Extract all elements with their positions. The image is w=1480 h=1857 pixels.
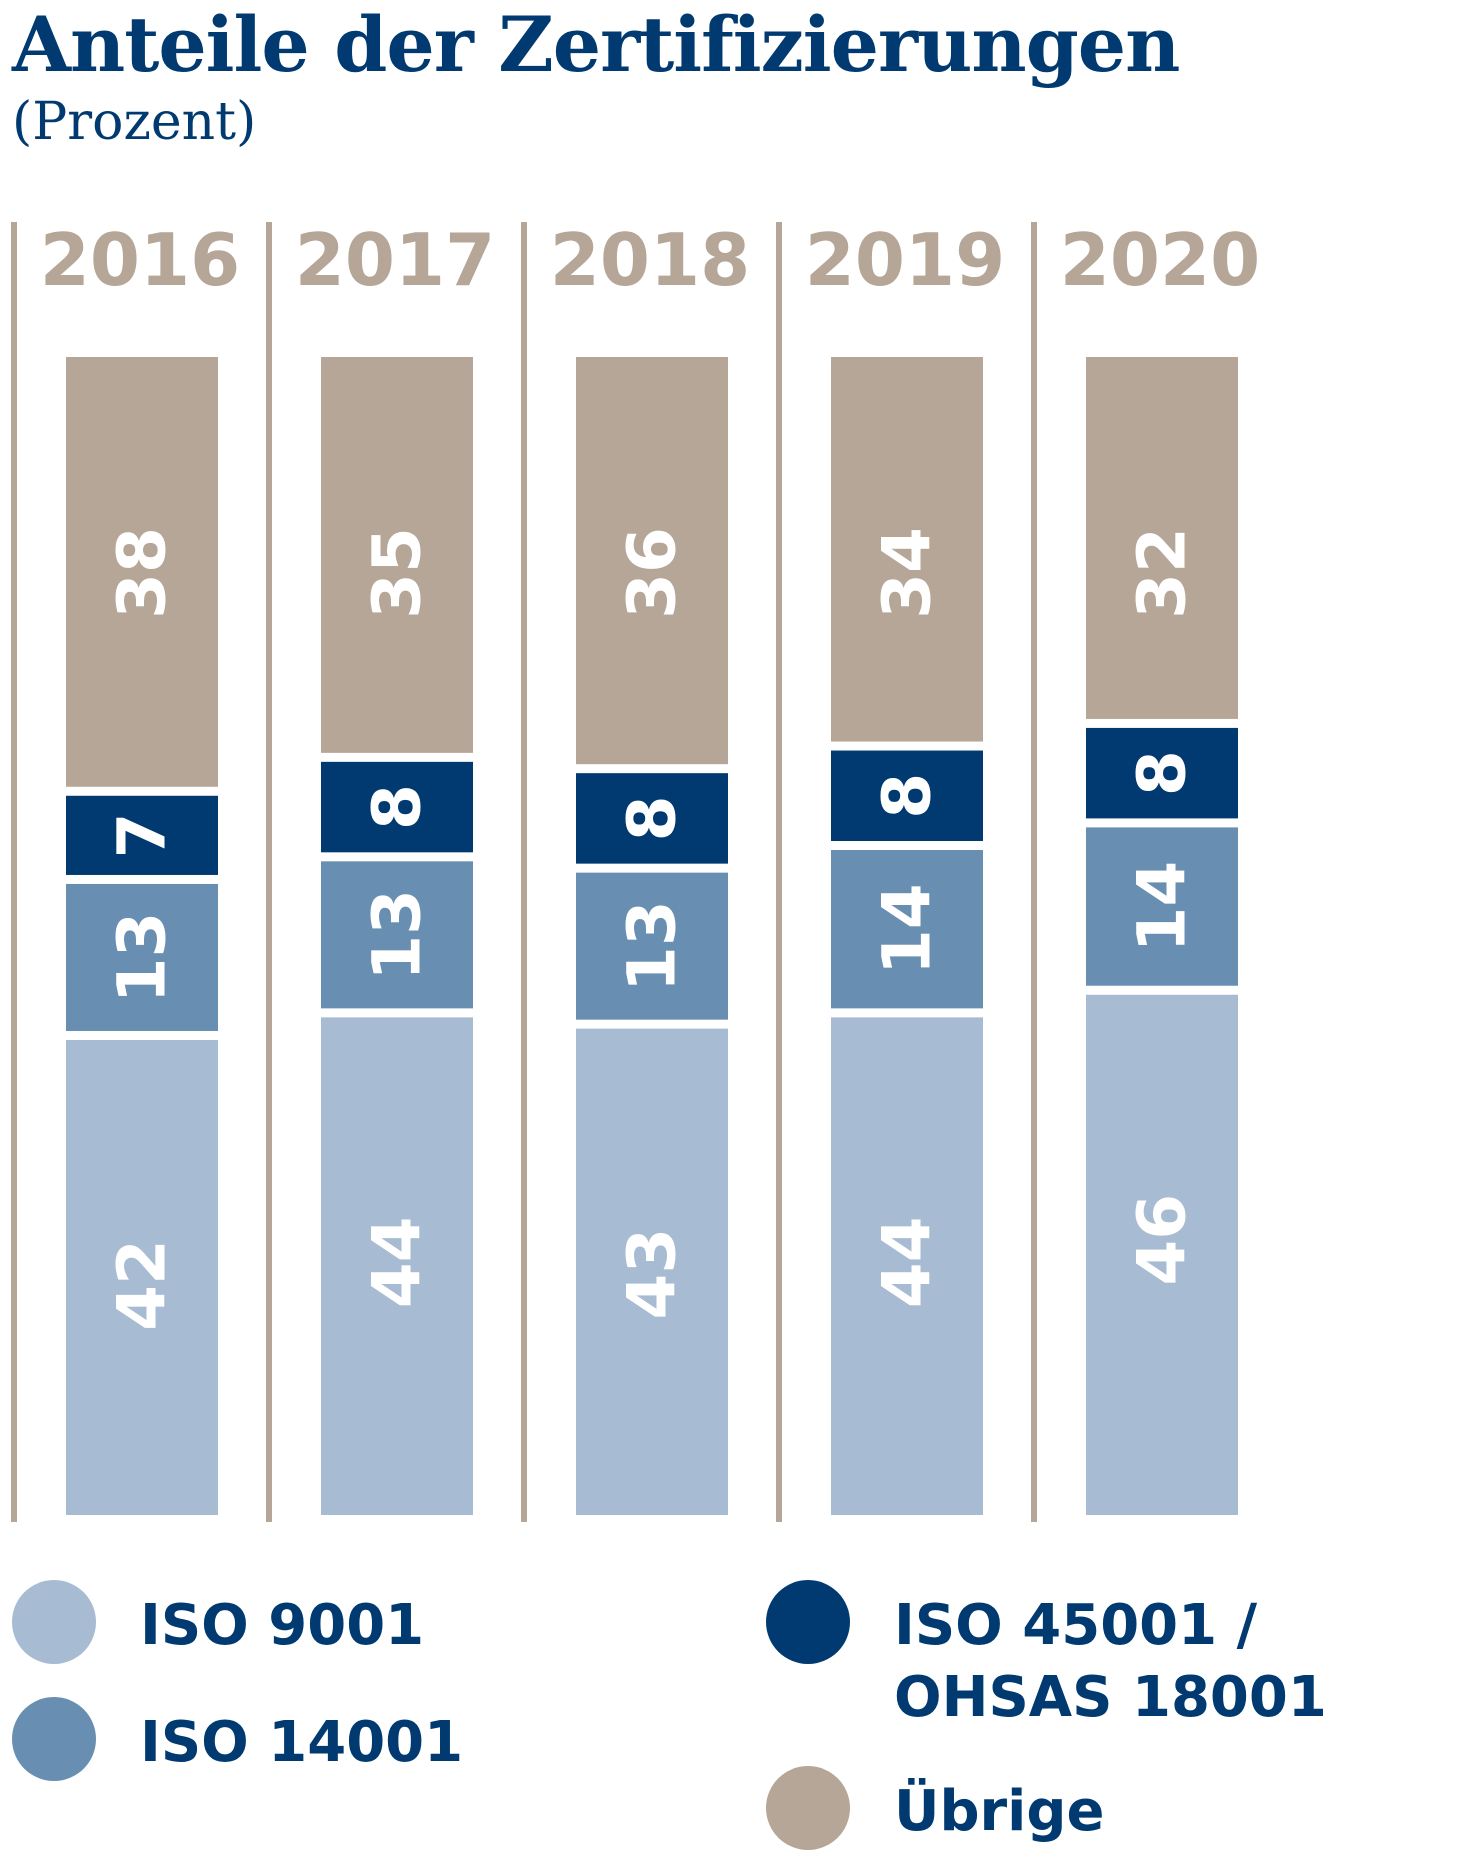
bar-segment--brige [831, 357, 983, 742]
data-label: 8 [359, 784, 436, 830]
bar-segment--brige [576, 357, 728, 765]
data-label: 44 [869, 1216, 946, 1308]
data-label: 8 [869, 773, 946, 819]
data-label: 34 [869, 527, 946, 619]
data-label: 13 [614, 900, 691, 992]
data-label: 44 [359, 1216, 436, 1308]
legend-item: ISO 14001 [12, 1697, 463, 1781]
bar-segment--brige [66, 357, 218, 787]
bar-segment-iso-14001 [66, 883, 218, 1031]
legend-item: Übrige [766, 1766, 1104, 1850]
bar-segment-iso-14001 [576, 872, 728, 1020]
bar-segment-iso-14001 [1086, 827, 1238, 986]
year-label: 2019 [805, 218, 1005, 302]
data-label: 35 [359, 527, 436, 619]
year-label: 2016 [40, 218, 240, 302]
bar-segment-iso-9001 [321, 1017, 473, 1515]
bar-segment--brige [321, 357, 473, 753]
legend-item: ISO 45001 / OHSAS 18001 [766, 1580, 1327, 1734]
legend-label: ISO 45001 / OHSAS 18001 [894, 1590, 1327, 1734]
bar-segment-iso-14001 [831, 850, 983, 1009]
legend-label-line: OHSAS 18001 [894, 1665, 1327, 1730]
bar-segment-iso-45001-ohsas-18001 [1086, 727, 1238, 819]
bar-segment-iso-9001 [831, 1017, 983, 1515]
bar-segment--brige [1086, 357, 1238, 719]
data-label: 13 [359, 889, 436, 981]
year-label: 2017 [295, 218, 495, 302]
bar-segment-iso-9001 [66, 1039, 218, 1515]
data-label: 14 [1124, 861, 1201, 953]
legend-swatch [12, 1580, 96, 1664]
data-label: 8 [614, 795, 691, 841]
bar-segment-iso-45001-ohsas-18001 [831, 750, 983, 842]
data-label: 13 [104, 912, 181, 1004]
data-label: 14 [869, 883, 946, 975]
legend-swatch [766, 1766, 850, 1850]
bar-segment-iso-9001 [576, 1028, 728, 1515]
chart-subtitle: (Prozent) [12, 92, 257, 152]
legend-label: ISO 14001 [140, 1707, 463, 1779]
legend-label: Übrige [894, 1776, 1104, 1848]
chart-title: Anteile der Zertifizierungen [12, 0, 1180, 89]
bar-segment-iso-45001-ohsas-18001 [576, 773, 728, 864]
legend-label: ISO 9001 [140, 1590, 424, 1662]
data-label: 38 [104, 527, 181, 619]
data-label: 8 [1124, 750, 1201, 796]
data-label: 32 [1124, 527, 1201, 619]
legend-swatch [766, 1580, 850, 1664]
data-label: 46 [1124, 1194, 1201, 1286]
data-label: 36 [614, 527, 691, 619]
data-label: 7 [104, 812, 181, 858]
bar-segment-iso-9001 [1086, 994, 1238, 1515]
legend-label-line: Übrige [894, 1779, 1105, 1844]
year-label: 2020 [1060, 218, 1260, 302]
legend-label-line: ISO 45001 / [894, 1593, 1258, 1658]
bar-segment-iso-45001-ohsas-18001 [321, 761, 473, 853]
bar-segment-iso-14001 [321, 861, 473, 1009]
data-label: 42 [104, 1239, 181, 1331]
legend-label-line: ISO 14001 [140, 1710, 464, 1775]
data-label: 43 [614, 1228, 691, 1320]
stacked-bar-chart: 2016 42 13 7 38 2017 44 13 8 35 2018 43 13 8 36 2019 44 1… [11, 218, 1260, 1522]
bar-segment-iso-45001-ohsas-18001 [66, 795, 218, 875]
year-label: 2018 [550, 218, 750, 302]
legend-item: ISO 9001 [12, 1580, 424, 1664]
legend-label-line: ISO 9001 [140, 1593, 425, 1658]
legend-swatch [12, 1697, 96, 1781]
